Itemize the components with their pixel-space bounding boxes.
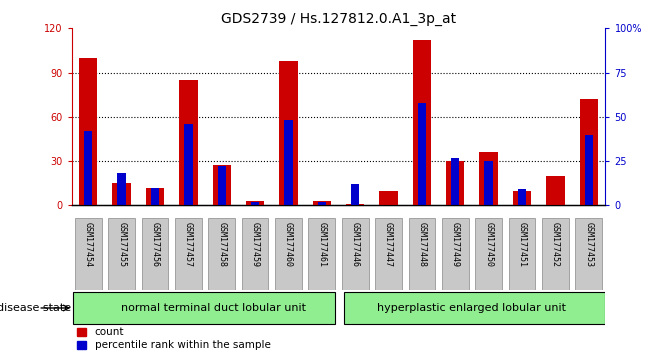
Bar (251, 202, 259, 205)
Bar (480, 152, 498, 205)
Text: GSM177460: GSM177460 (284, 222, 293, 267)
Bar (284, 120, 293, 205)
Text: GSM177454: GSM177454 (84, 222, 93, 267)
FancyBboxPatch shape (375, 218, 402, 290)
Text: GSM177447: GSM177447 (384, 222, 393, 267)
Bar (184, 124, 193, 205)
Text: GSM177455: GSM177455 (117, 222, 126, 267)
Title: GDS2739 / Hs.127812.0.A1_3p_at: GDS2739 / Hs.127812.0.A1_3p_at (221, 12, 456, 26)
Bar (79, 58, 98, 205)
Text: GSM177446: GSM177446 (351, 222, 360, 267)
Text: GSM177448: GSM177448 (417, 222, 426, 267)
FancyBboxPatch shape (442, 218, 469, 290)
Bar (484, 161, 493, 205)
Bar (380, 190, 398, 205)
FancyBboxPatch shape (475, 218, 502, 290)
FancyBboxPatch shape (344, 292, 605, 324)
Bar (518, 189, 526, 205)
Bar (446, 161, 464, 205)
Bar (513, 190, 531, 205)
Bar (312, 201, 331, 205)
Bar (451, 158, 460, 205)
Text: GSM177456: GSM177456 (150, 222, 159, 267)
Bar (413, 40, 431, 205)
Bar (151, 188, 159, 205)
FancyBboxPatch shape (208, 218, 235, 290)
Text: GSM177458: GSM177458 (217, 222, 227, 267)
Text: GSM177453: GSM177453 (584, 222, 593, 267)
FancyBboxPatch shape (242, 218, 268, 290)
Text: GSM177450: GSM177450 (484, 222, 493, 267)
FancyBboxPatch shape (75, 218, 102, 290)
Bar (579, 99, 598, 205)
FancyBboxPatch shape (542, 218, 569, 290)
Text: GSM177452: GSM177452 (551, 222, 560, 267)
Bar (418, 103, 426, 205)
FancyBboxPatch shape (508, 218, 535, 290)
Text: GSM177449: GSM177449 (450, 222, 460, 267)
Text: normal terminal duct lobular unit: normal terminal duct lobular unit (121, 303, 306, 313)
Text: disease state: disease state (0, 303, 72, 313)
Bar (84, 131, 92, 205)
Text: GSM177451: GSM177451 (518, 222, 527, 267)
FancyBboxPatch shape (309, 218, 335, 290)
Bar (585, 135, 593, 205)
Bar (146, 188, 164, 205)
FancyBboxPatch shape (275, 218, 302, 290)
Legend: count, percentile rank within the sample: count, percentile rank within the sample (77, 327, 270, 350)
Bar (217, 166, 226, 205)
Bar (346, 204, 365, 205)
FancyBboxPatch shape (108, 218, 135, 290)
FancyBboxPatch shape (142, 218, 169, 290)
Bar (546, 176, 564, 205)
Bar (246, 201, 264, 205)
Text: GSM177459: GSM177459 (251, 222, 260, 267)
Bar (351, 184, 359, 205)
Text: GSM177457: GSM177457 (184, 222, 193, 267)
Bar (213, 166, 231, 205)
Bar (318, 202, 326, 205)
Bar (113, 183, 131, 205)
FancyBboxPatch shape (342, 218, 368, 290)
FancyBboxPatch shape (575, 218, 602, 290)
FancyBboxPatch shape (74, 292, 335, 324)
FancyBboxPatch shape (409, 218, 436, 290)
Bar (179, 80, 197, 205)
FancyBboxPatch shape (175, 218, 202, 290)
Bar (117, 173, 126, 205)
Text: hyperplastic enlarged lobular unit: hyperplastic enlarged lobular unit (378, 303, 566, 313)
Text: GSM177461: GSM177461 (317, 222, 326, 267)
Bar (279, 61, 298, 205)
